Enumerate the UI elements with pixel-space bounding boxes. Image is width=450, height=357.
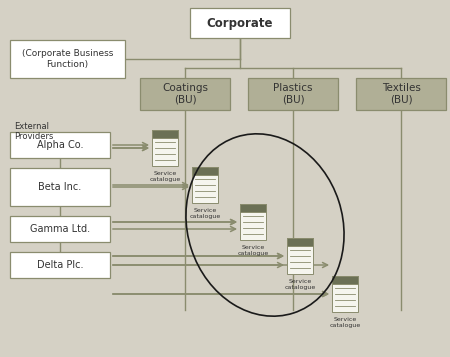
Text: Alpha Co.: Alpha Co. (37, 140, 83, 150)
FancyBboxPatch shape (332, 276, 358, 284)
Text: External
Providers: External Providers (14, 122, 54, 141)
FancyBboxPatch shape (287, 238, 313, 274)
FancyBboxPatch shape (152, 130, 178, 166)
FancyBboxPatch shape (10, 168, 110, 206)
Text: Gamma Ltd.: Gamma Ltd. (30, 224, 90, 234)
FancyBboxPatch shape (10, 216, 110, 242)
FancyBboxPatch shape (10, 40, 125, 78)
Text: Coatings
(BU): Coatings (BU) (162, 83, 208, 105)
FancyBboxPatch shape (248, 78, 338, 110)
Text: Plastics
(BU): Plastics (BU) (273, 83, 313, 105)
Text: (Corporate Business
Function): (Corporate Business Function) (22, 49, 113, 69)
FancyBboxPatch shape (10, 132, 110, 158)
FancyBboxPatch shape (152, 130, 178, 138)
FancyBboxPatch shape (140, 78, 230, 110)
FancyBboxPatch shape (287, 238, 313, 246)
FancyBboxPatch shape (192, 167, 218, 203)
Text: Delta Plc.: Delta Plc. (37, 260, 83, 270)
Text: Service
catalogue: Service catalogue (284, 279, 315, 290)
FancyBboxPatch shape (332, 276, 358, 312)
FancyBboxPatch shape (240, 204, 266, 212)
Text: Textiles
(BU): Textiles (BU) (382, 83, 420, 105)
FancyBboxPatch shape (240, 204, 266, 240)
FancyBboxPatch shape (10, 252, 110, 278)
Text: Service
catalogue: Service catalogue (149, 171, 180, 182)
Text: Corporate: Corporate (207, 16, 273, 30)
FancyBboxPatch shape (192, 167, 218, 175)
Text: Service
catalogue: Service catalogue (189, 208, 220, 219)
FancyBboxPatch shape (356, 78, 446, 110)
Text: Service
catalogue: Service catalogue (238, 245, 269, 256)
Text: Service
catalogue: Service catalogue (329, 317, 360, 328)
FancyBboxPatch shape (190, 8, 290, 38)
Text: Beta Inc.: Beta Inc. (38, 182, 81, 192)
